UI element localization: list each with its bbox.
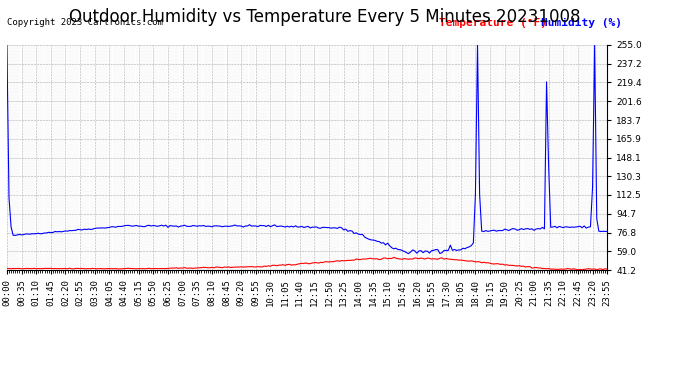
Text: Temperature (°F): Temperature (°F)	[439, 18, 547, 28]
Text: Humidity (%): Humidity (%)	[541, 18, 622, 28]
Text: Copyright 2023 Cartronics.com: Copyright 2023 Cartronics.com	[7, 18, 163, 27]
Text: Outdoor Humidity vs Temperature Every 5 Minutes 20231008: Outdoor Humidity vs Temperature Every 5 …	[68, 8, 580, 26]
